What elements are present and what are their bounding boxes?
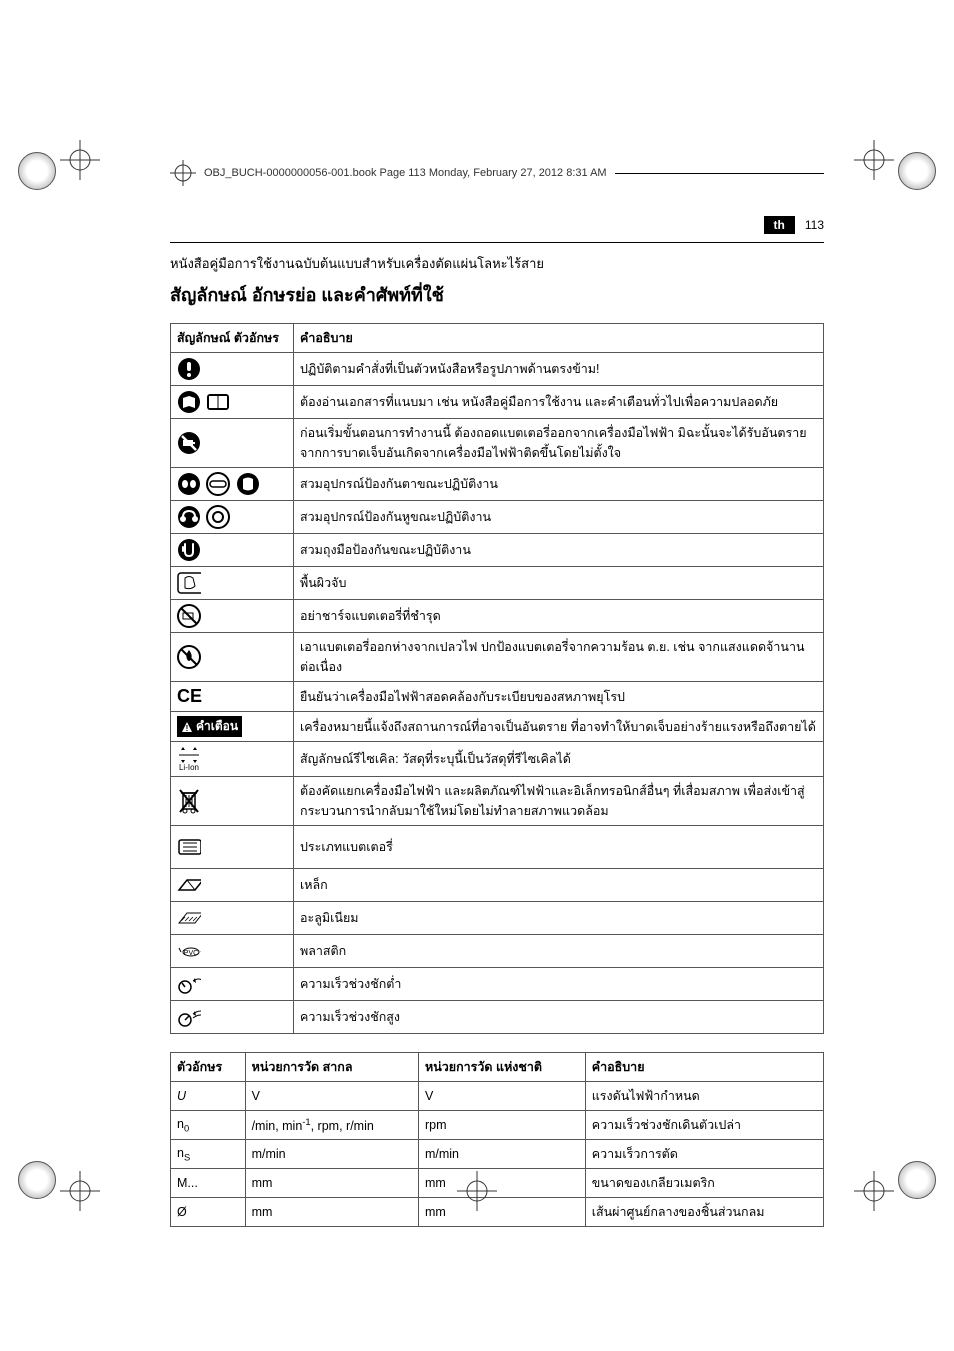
unit-nat: rpm [418,1111,585,1140]
svg-text:!: ! [186,724,189,733]
symbols-table: สัญลักษณ์ ตัวอักษร คำอธิบาย ปฏิบัติตามคำ… [170,323,824,1034]
symbol-desc: สัญลักษณ์รีไซเคิล: วัสดุที่ระบุนี้เป็นวั… [294,742,824,777]
goggles-icon [206,472,230,496]
symbol-desc: ประเภทแบตเตอรี่ [294,826,824,869]
symbol-cell [171,902,294,935]
units-h4: คำอธิบาย [585,1053,823,1082]
symbol-cell [171,419,294,468]
symbol-cell [171,534,294,567]
symbol-cell [171,386,294,419]
language-badge: th [764,216,795,234]
page-number: 113 [805,218,824,232]
plastic-icon: PVC [177,939,201,963]
page-subtitle: หนังสือคู่มือการใช้งานฉบับต้นแบบสำหรับเค… [170,253,824,274]
steel-icon [177,873,201,897]
symbol-cell [171,468,294,501]
symbol-desc: อย่าชาร์จแบตเตอรี่ที่ชำรุด [294,600,824,633]
header-rule [170,242,824,243]
unit-nat: m/min [418,1140,585,1169]
symbol-desc: ยืนยันว่าเครื่องมือไฟฟ้าสอดคล้องกับระเบี… [294,682,824,712]
symbol-cell [171,600,294,633]
symbol-cell [171,777,294,826]
symbol-cell [171,353,294,386]
symbol-desc: ต้องคัดแยกเครื่องมือไฟฟ้า และผลิตภัณฑ์ไฟ… [294,777,824,826]
symbol-cell: PVC [171,935,294,968]
symbols-col1-header: สัญลักษณ์ ตัวอักษร [171,324,294,353]
ce-mark-icon: C E [177,686,201,706]
symbol-desc: เครื่องหมายนี้แจ้งถึงสถานการณ์ที่อาจเป็น… [294,712,824,742]
print-header: OBJ_BUCH-0000000056-001.book Page 113 Mo… [170,160,824,186]
unit-desc: ความเร็วการตัด [585,1140,823,1169]
battery-type-icon [177,835,201,859]
aluminium-icon [177,906,201,930]
unit-desc: ความเร็วช่วงชักเดินตัวเปล่า [585,1111,823,1140]
attention-icon [177,357,201,381]
symbol-cell: C E [171,682,294,712]
unit-sym: Ø [171,1198,246,1227]
unit-intl: /min, min-1, rpm, r/min [245,1111,418,1140]
symbol-cell: ! คำเตือน [171,712,294,742]
grip-surface-icon [177,571,201,595]
symbol-cell [171,567,294,600]
ear-protection-icon [177,505,201,529]
units-h2: หน่วยการวัด สากล [245,1053,418,1082]
read-docs-icon [177,390,201,414]
symbol-desc: ต้องอ่านเอกสารที่แนบมา เช่น หนังสือคู่มื… [294,386,824,419]
unit-nat: mm [418,1169,585,1198]
unit-intl: V [245,1082,418,1111]
unit-intl: m/min [245,1140,418,1169]
symbol-cell [171,869,294,902]
unit-intl: mm [245,1198,418,1227]
symbol-desc: อะลูมิเนียม [294,902,824,935]
symbol-desc: ก่อนเริ่มขั้นตอนการทำงานนี้ ต้องถอดแบตเต… [294,419,824,468]
symbol-desc: พลาสติก [294,935,824,968]
ear-plugs-icon [206,505,230,529]
recycle-liion-icon: Li-Ion [177,746,201,772]
book-icon [206,390,230,414]
unit-nat: mm [418,1198,585,1227]
unit-sym: U [171,1082,246,1111]
unit-desc: เส้นผ่าศูนย์กลางของชิ้นส่วนกลม [585,1198,823,1227]
symbol-cell [171,633,294,682]
symbol-cell: Li-Ion [171,742,294,777]
units-h1: ตัวอักษร [171,1053,246,1082]
symbol-desc: สวมถุงมือป้องกันขณะปฏิบัติงาน [294,534,824,567]
unit-desc: ขนาดของเกลียวเมตริก [585,1169,823,1198]
units-h3: หน่วยการวัด แห่งชาติ [418,1053,585,1082]
symbol-desc: ความเร็วช่วงชักสูง [294,1001,824,1034]
unit-sym: nS [171,1140,246,1169]
symbol-desc: ปฏิบัติตามคำสั่งที่เป็นตัวหนังสือหรือรูป… [294,353,824,386]
no-fire-icon [177,645,201,669]
unit-sym: n0 [171,1111,246,1140]
symbol-desc: เอาแบตเตอรี่ออกห่างจากเปลวไฟ ปกป้องแบตเต… [294,633,824,682]
unit-intl: mm [245,1169,418,1198]
symbol-cell [171,501,294,534]
symbol-cell [171,826,294,869]
svg-text:PVC: PVC [184,950,198,957]
units-table: ตัวอักษร หน่วยการวัด สากล หน่วยการวัด แห… [170,1052,824,1227]
face-shield-icon [236,472,260,496]
symbol-desc: ความเร็วช่วงชักต่ำ [294,968,824,1001]
weee-bin-icon [177,789,201,813]
high-speed-icon [177,1005,201,1029]
symbol-cell [171,968,294,1001]
gloves-icon [177,538,201,562]
unit-desc: แรงดันไฟฟ้ากำหนด [585,1082,823,1111]
book-reference: OBJ_BUCH-0000000056-001.book Page 113 Mo… [204,167,607,179]
unit-sym: M... [171,1169,246,1198]
warning-badge: ! คำเตือน [177,716,242,737]
symbol-desc: เหล็ก [294,869,824,902]
unit-nat: V [418,1082,585,1111]
low-speed-icon [177,972,201,996]
eye-protection-icon [177,472,201,496]
symbols-col2-header: คำอธิบาย [294,324,824,353]
no-damaged-battery-icon [177,604,201,628]
page-title: สัญลักษณ์ อักษรย่อ และคำศัพท์ที่ใช้ [170,280,824,309]
symbol-cell [171,1001,294,1034]
remove-battery-icon [177,431,201,455]
symbol-desc: พื้นผิวจับ [294,567,824,600]
symbol-desc: สวมอุปกรณ์ป้องกันตาขณะปฏิบัติงาน [294,468,824,501]
symbol-desc: สวมอุปกรณ์ป้องกันหูขณะปฏิบัติงาน [294,501,824,534]
